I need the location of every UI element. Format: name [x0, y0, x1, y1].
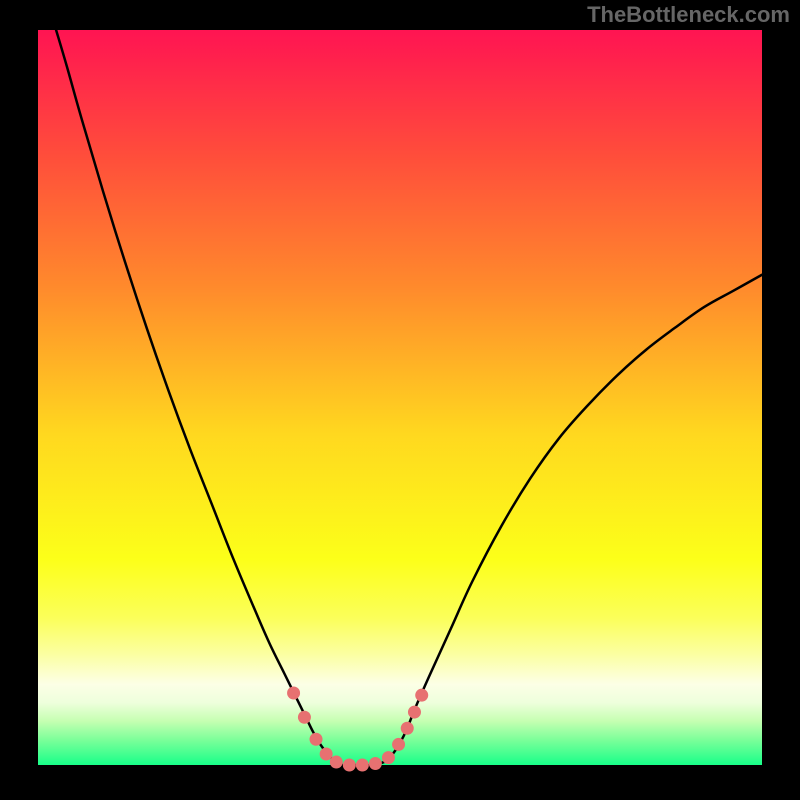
gradient-background	[38, 30, 762, 765]
watermark-text: TheBottleneck.com	[587, 2, 790, 28]
chart-canvas: TheBottleneck.com	[0, 0, 800, 800]
plot-area	[38, 30, 762, 765]
